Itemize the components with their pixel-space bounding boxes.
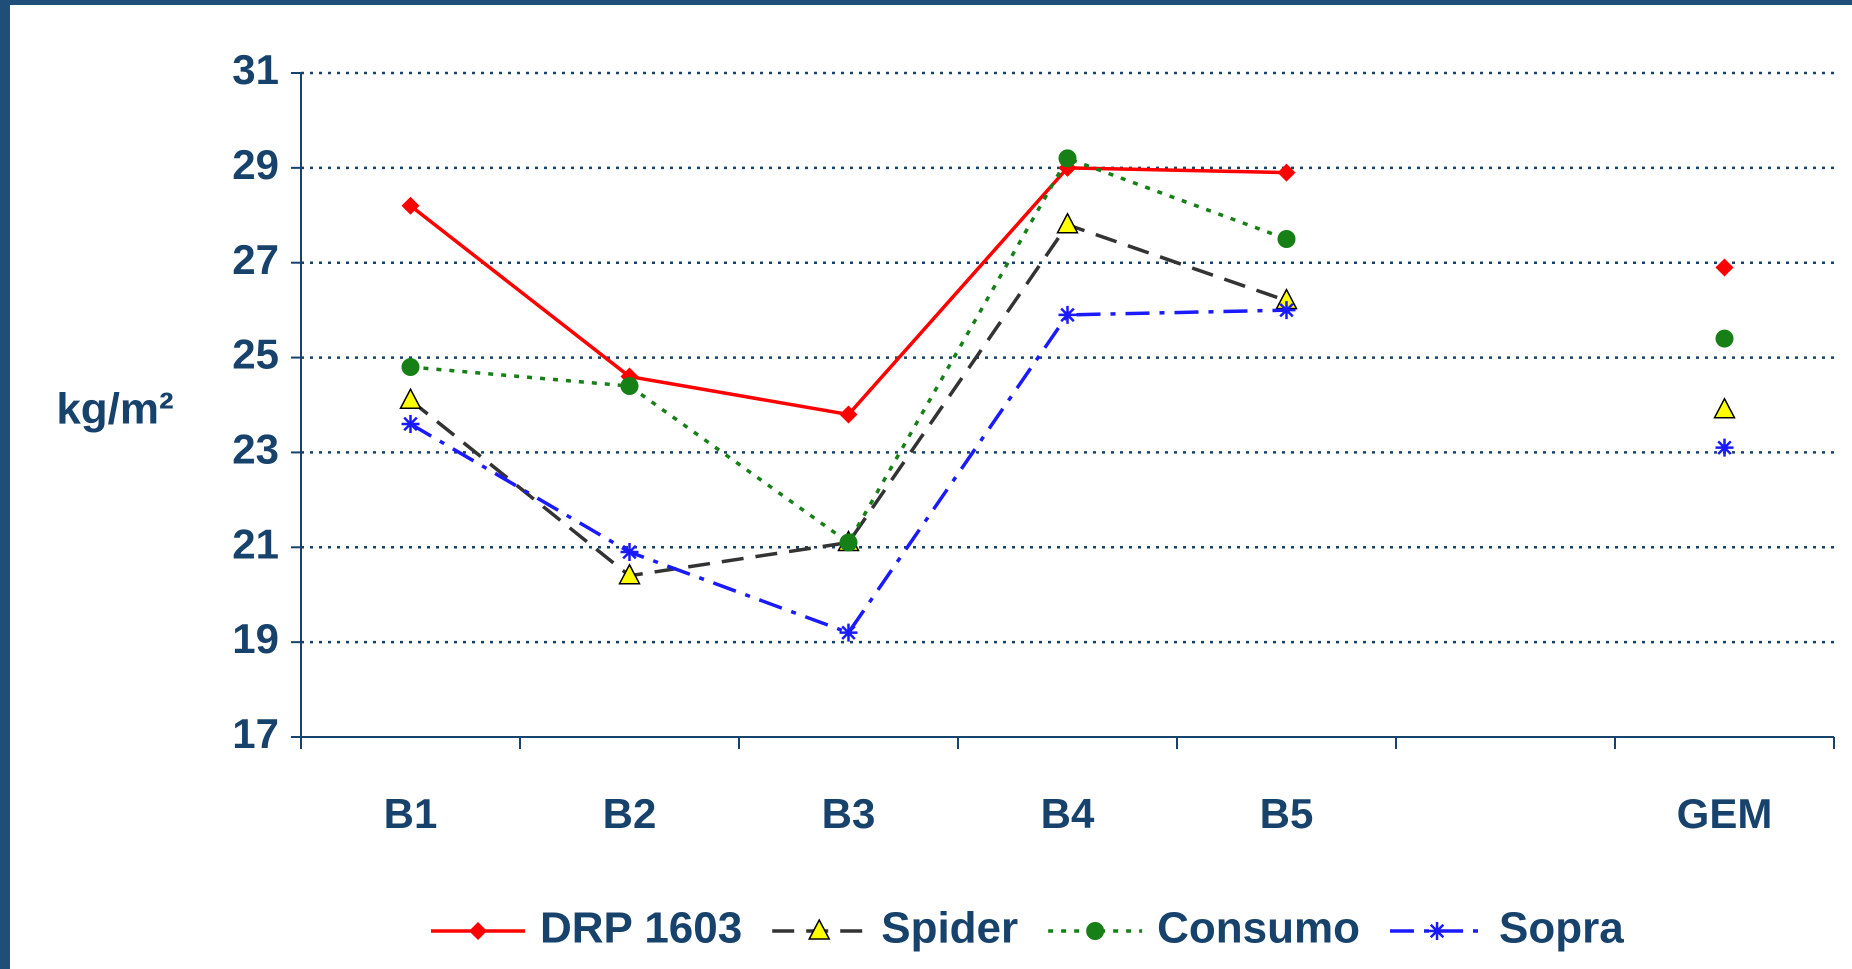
x-tick-label: B1: [384, 790, 438, 837]
marker: [620, 377, 639, 396]
series-line: [411, 225, 1725, 576]
x-tick-label: B5: [1260, 790, 1314, 837]
legend-entry: Sopra: [1390, 904, 1624, 953]
y-tick-label: 17: [232, 710, 279, 757]
marker: [1056, 212, 1079, 234]
marker: [1715, 258, 1734, 277]
marker: [839, 405, 858, 424]
y-tick-label: 29: [232, 141, 279, 188]
marker: [469, 922, 487, 940]
marker: [1058, 149, 1077, 168]
x-tick-label: B3: [822, 790, 876, 837]
marker: [839, 533, 858, 552]
legend-entry: Consumo: [1048, 904, 1360, 953]
y-tick-label: 27: [232, 236, 279, 283]
legend-label: Consumo: [1157, 904, 1360, 953]
marker: [807, 918, 831, 940]
marker: [399, 387, 422, 410]
x-tick-label: GEM: [1677, 790, 1773, 837]
marker: [1277, 230, 1296, 248]
marker: [401, 196, 420, 215]
marker: [1428, 922, 1447, 940]
frame-top: [0, 0, 1852, 5]
marker: [839, 623, 858, 642]
marker: [618, 563, 641, 585]
y-tick-label: 31: [232, 46, 279, 93]
marker: [1058, 305, 1077, 324]
marker: [1715, 329, 1734, 348]
x-tick-label: B4: [1041, 790, 1095, 837]
y-tick-label: 21: [232, 520, 279, 567]
series-line: [411, 168, 1725, 415]
legend-label: DRP 1603: [540, 904, 742, 953]
marker: [620, 543, 639, 562]
legend-label: Sopra: [1499, 904, 1624, 953]
y-tick-label: 19: [232, 615, 279, 662]
y-tick-label: 23: [232, 426, 279, 473]
legend-entry: Spider: [772, 904, 1018, 953]
marker: [401, 414, 420, 433]
x-tick-label: B2: [603, 790, 657, 837]
legend-entry: DRP 1603: [431, 904, 742, 953]
marker: [1086, 922, 1105, 940]
legend-label: Spider: [881, 904, 1018, 953]
y-tick-label: 25: [232, 331, 279, 378]
marker: [401, 358, 420, 377]
marker: [1715, 438, 1734, 457]
marker: [1277, 301, 1296, 320]
marker: [1277, 163, 1296, 182]
frame-left: [0, 0, 10, 969]
marker: [1713, 397, 1736, 419]
y-axis-label: kg/m²: [56, 385, 173, 434]
